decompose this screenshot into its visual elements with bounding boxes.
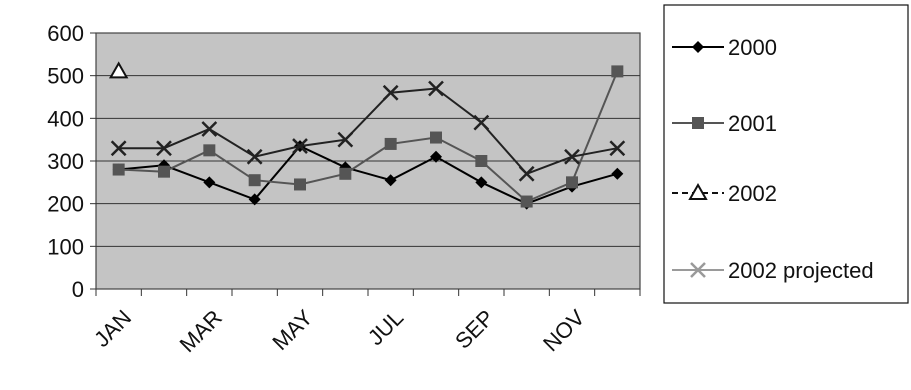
y-tick-label: 200	[47, 192, 84, 217]
data-point	[611, 167, 624, 180]
data-point	[248, 174, 261, 187]
series-2002-projected	[110, 80, 626, 182]
x-tick-label: JAN	[89, 305, 136, 352]
data-point	[156, 140, 172, 157]
series-group	[108, 61, 626, 210]
data-point	[475, 176, 488, 189]
y-tick-label: 0	[72, 277, 84, 302]
x-tick-label: MAY	[267, 305, 317, 355]
y-axis: 0 100 200 300 400 500 600	[47, 21, 96, 302]
y-tick-label: 500	[47, 64, 84, 89]
data-point	[246, 148, 263, 165]
data-point	[518, 165, 535, 182]
x-tick-label: SEP	[450, 305, 499, 354]
data-point	[564, 148, 580, 165]
x-tick-label: JUL	[363, 305, 408, 350]
data-point	[339, 167, 352, 180]
legend-item: 2002	[672, 181, 777, 206]
data-point	[203, 176, 216, 189]
legend-box	[663, 4, 909, 304]
series-line	[118, 144, 618, 205]
data-point	[430, 150, 442, 163]
series-line	[118, 71, 619, 203]
data-point	[430, 131, 442, 144]
legend-label: 2000	[728, 35, 777, 60]
data-point	[384, 174, 397, 187]
data-point	[428, 80, 444, 97]
y-tick-label: 300	[47, 149, 84, 174]
data-point	[294, 178, 306, 191]
series-2001	[112, 65, 624, 208]
data-point	[112, 163, 125, 176]
legend-marker	[690, 262, 706, 278]
data-point	[475, 155, 488, 167]
legend-marker	[692, 117, 704, 129]
data-point	[292, 138, 308, 154]
x-tick-label: NOV	[538, 305, 590, 357]
legend-item: 2001	[672, 111, 777, 136]
data-point	[337, 131, 354, 148]
y-tick-label: 400	[47, 106, 84, 131]
data-point	[203, 144, 216, 157]
legend-item: 2000	[672, 35, 777, 60]
data-point	[384, 137, 397, 150]
legend-marker	[688, 182, 708, 200]
data-point	[158, 165, 170, 178]
series-2002	[108, 61, 129, 79]
legend-item: 2002 projected	[672, 258, 874, 283]
data-point	[566, 176, 578, 189]
legend-label: 2002	[728, 181, 777, 206]
series-line	[118, 87, 618, 175]
data-point	[382, 84, 399, 101]
x-axis: JAN MAR MAY JUL SEP NOV	[89, 289, 641, 357]
data-point	[520, 195, 533, 208]
legend: 2000 2001 2002 2002 projected	[672, 35, 874, 283]
data-point	[611, 65, 624, 78]
x-tick-label: MAR	[175, 305, 227, 357]
data-point	[473, 114, 490, 131]
legend-marker	[692, 41, 704, 53]
data-point	[248, 193, 261, 206]
legend-label: 2001	[728, 111, 777, 136]
data-point	[201, 121, 218, 137]
legend-label: 2002 projected	[728, 258, 874, 283]
data-point	[110, 140, 127, 157]
y-tick-label: 100	[47, 234, 84, 259]
data-point	[108, 61, 129, 79]
data-point	[609, 140, 626, 157]
y-tick-label: 600	[47, 21, 84, 46]
